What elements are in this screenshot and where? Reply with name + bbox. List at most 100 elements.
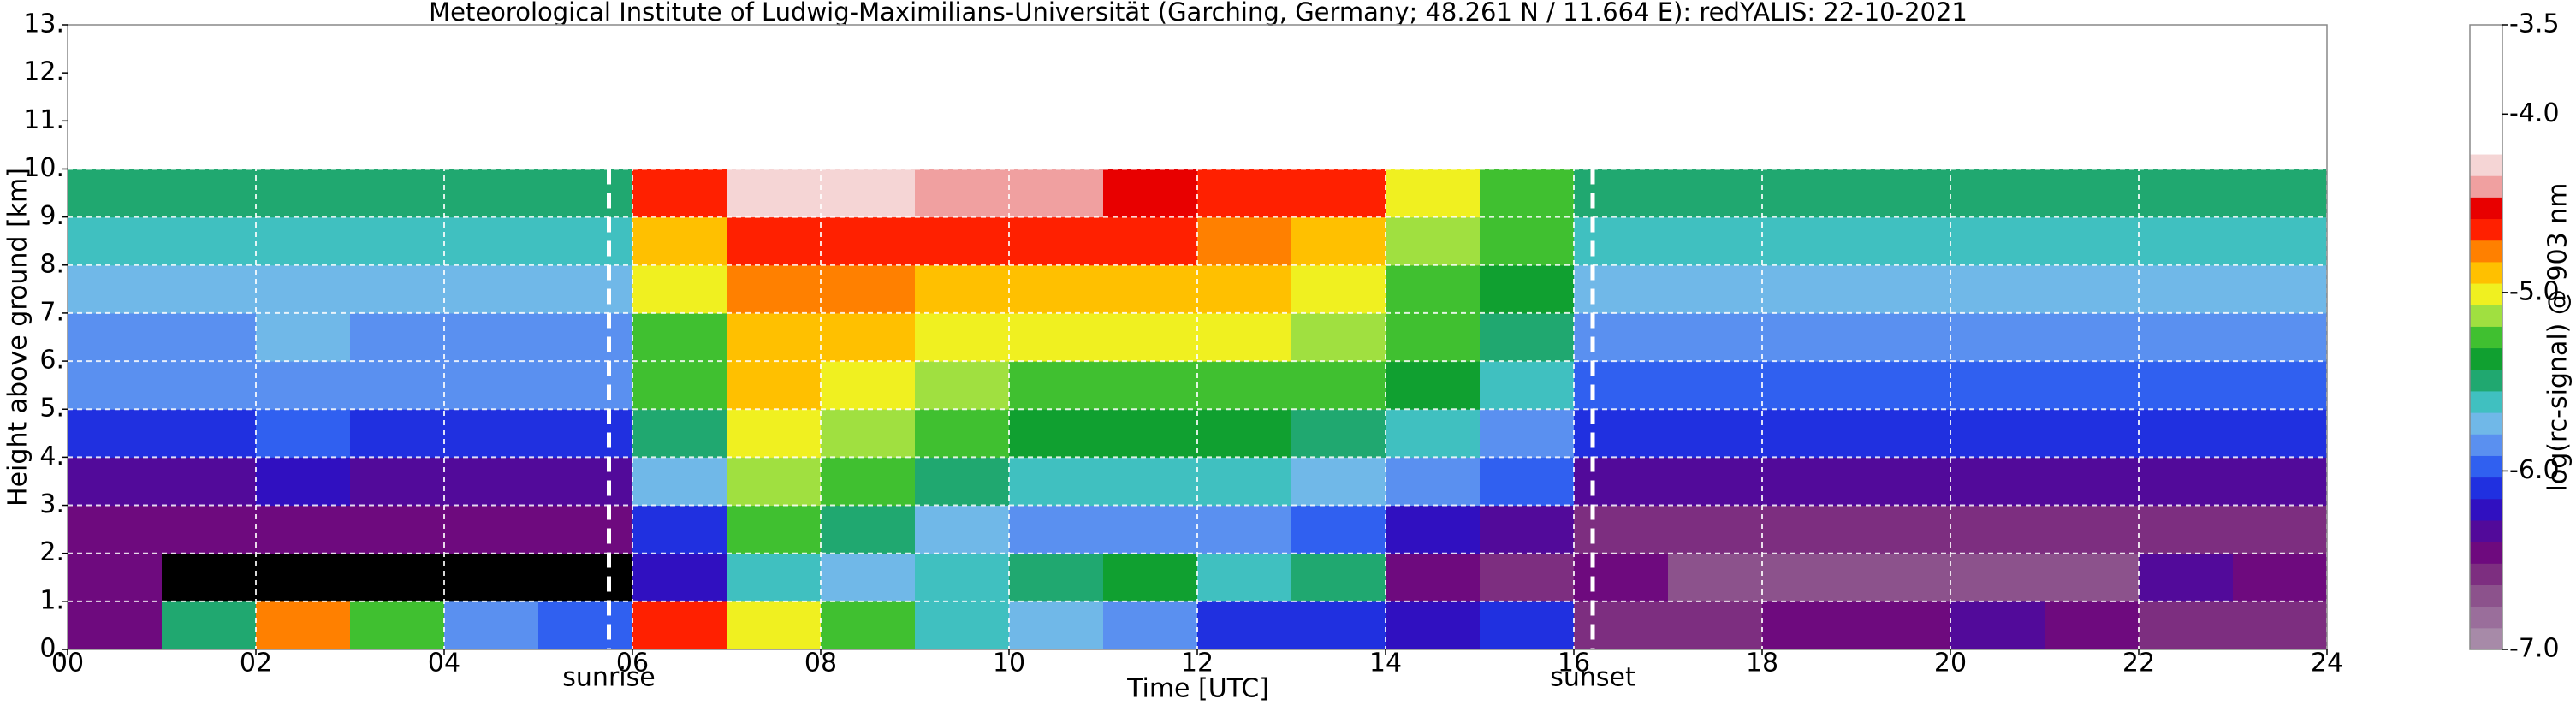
x-tick-label: 14 <box>1369 649 1402 678</box>
annotation-label: sunrise <box>562 663 655 693</box>
heatmap-cell <box>2045 216 2140 266</box>
heatmap-cell <box>2139 361 2234 410</box>
heatmap-cell <box>1856 409 1951 458</box>
x-tick-label: 20 <box>1934 649 1967 678</box>
heatmap-cell <box>915 264 1010 314</box>
heatmap-cell <box>915 409 1010 458</box>
colorbar-band <box>2470 46 2502 68</box>
heatmap-cell <box>727 264 822 314</box>
heatmap-cell <box>1480 505 1575 554</box>
heatmap-cell <box>2045 264 2140 314</box>
heatmap-cell <box>821 553 916 602</box>
heatmap-cell <box>821 505 916 554</box>
heatmap-cell <box>632 264 727 314</box>
heatmap-cell <box>915 505 1010 554</box>
colorbar-tick-label: -6.0 <box>2509 455 2560 485</box>
heatmap-cell <box>2045 361 2140 410</box>
heatmap-cell <box>1668 312 1763 362</box>
heatmap-cell <box>1103 264 1198 314</box>
heatmap-cell <box>444 169 539 218</box>
colorbar-band <box>2470 175 2502 198</box>
heatmap-cell <box>1197 361 1292 410</box>
y-tick-label: 13. <box>23 9 64 39</box>
heatmap-cell <box>162 312 257 362</box>
heatmap-cell <box>1950 553 2045 602</box>
heatmap-cell <box>1291 361 1386 410</box>
heatmap-cell <box>2045 457 2140 507</box>
heatmap-cell <box>162 361 257 410</box>
heatmap-cell <box>1856 505 1951 554</box>
heatmap-cell <box>1480 264 1575 314</box>
heatmap-cell <box>1103 505 1198 554</box>
heatmap-cell <box>2233 409 2328 458</box>
x-tick-label: 00 <box>51 649 84 678</box>
heatmap-cell <box>1386 505 1481 554</box>
heatmap-cell <box>2139 312 2234 362</box>
heatmap-cell <box>1950 216 2045 266</box>
heatmap-cell <box>1668 264 1763 314</box>
colorbar-band <box>2470 218 2502 241</box>
x-tick-label: 04 <box>428 649 460 678</box>
heatmap-cell <box>1480 169 1575 218</box>
heatmap-cell <box>1762 505 1857 554</box>
colorbar-band <box>2470 434 2502 456</box>
colorbar-band <box>2470 412 2502 435</box>
heatmap-cell <box>1574 409 1669 458</box>
heatmap-cell <box>256 409 351 458</box>
heatmap-cell <box>1762 312 1857 362</box>
heatmap-cell <box>1386 264 1481 314</box>
y-tick-label: 9. <box>39 201 64 231</box>
heatmap-cell <box>444 601 539 650</box>
heatmap <box>68 169 2328 650</box>
heatmap-cell <box>2045 505 2140 554</box>
annotation-label: sunset <box>1550 663 1635 693</box>
heatmap-cell <box>2233 169 2328 218</box>
x-tick-label: 02 <box>240 649 272 678</box>
heatmap-cell <box>1291 505 1386 554</box>
heatmap-cell <box>162 169 257 218</box>
heatmap-cell <box>632 409 727 458</box>
heatmap-cell <box>1856 264 1951 314</box>
heatmap-cell <box>2233 553 2328 602</box>
heatmap-cell <box>632 216 727 266</box>
heatmap-cell <box>538 553 633 602</box>
colorbar-band <box>2470 542 2502 564</box>
heatmap-cell <box>1856 457 1951 507</box>
heatmap-cell <box>1950 312 2045 362</box>
y-tick-label: 10. <box>23 153 64 183</box>
heatmap-cell <box>1103 361 1198 410</box>
heatmap-cell <box>2139 216 2234 266</box>
heatmap-cell <box>68 409 163 458</box>
heatmap-cell <box>727 169 822 218</box>
heatmap-cell <box>1762 169 1857 218</box>
heatmap-cell <box>1762 361 1857 410</box>
heatmap-cell <box>821 216 916 266</box>
y-tick-label: 12. <box>23 57 64 87</box>
heatmap-cell <box>538 169 633 218</box>
heatmap-cell <box>2139 601 2234 650</box>
heatmap-cell <box>1668 169 1763 218</box>
heatmap-cell <box>1574 457 1669 507</box>
heatmap-cell <box>68 505 163 554</box>
heatmap-cell <box>1950 409 2045 458</box>
x-tick-label: 12 <box>1181 649 1214 678</box>
heatmap-cell <box>1386 169 1481 218</box>
heatmap-cell <box>1197 216 1292 266</box>
heatmap-cell <box>256 169 351 218</box>
colorbar-band <box>2470 519 2502 542</box>
heatmap-cell <box>821 361 916 410</box>
heatmap-cell <box>1574 553 1669 602</box>
heatmap-cell <box>727 601 822 650</box>
heatmap-cell <box>915 216 1010 266</box>
heatmap-cell <box>1480 312 1575 362</box>
heatmap-cell <box>1197 264 1292 314</box>
x-tick-label: 06 <box>616 649 649 678</box>
heatmap-cell <box>538 361 633 410</box>
heatmap-cell <box>1291 264 1386 314</box>
heatmap-cell <box>821 601 916 650</box>
heatmap-cell <box>1386 457 1481 507</box>
heatmap-cell <box>727 312 822 362</box>
heatmap-cell <box>444 312 539 362</box>
heatmap-cell <box>915 601 1010 650</box>
